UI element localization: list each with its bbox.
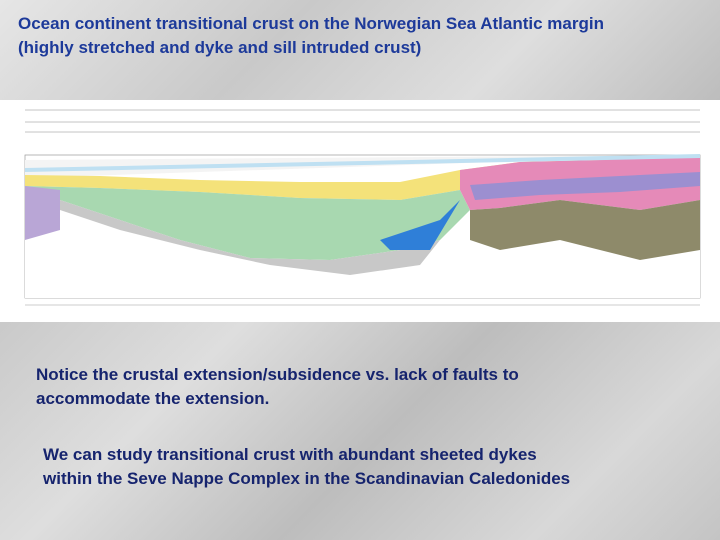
title-line: Ocean continent transitional crust on th… — [18, 14, 604, 33]
purple-layer — [470, 172, 700, 200]
note: Notice the crustal extension/subsidence … — [36, 363, 519, 411]
note-line: within the Seve Nappe Complex in the Sca… — [43, 469, 571, 488]
cross-section — [0, 100, 720, 322]
note-line: We can study transitional crust with abu… — [43, 445, 537, 464]
left-wedge — [25, 186, 60, 240]
note-line: Notice the crustal extension/subsidence … — [36, 365, 519, 384]
green-layer — [25, 186, 470, 260]
header-lines — [25, 109, 700, 133]
title: Ocean continent transitional crust on th… — [18, 12, 604, 60]
sea-layer — [25, 154, 700, 172]
olive-crust — [470, 200, 700, 260]
basement-gray — [60, 200, 440, 275]
note: We can study transitional crust with abu… — [43, 443, 570, 491]
title-line: (highly stretched and dyke and sill intr… — [18, 38, 422, 57]
note-line: accommodate the extension. — [36, 389, 270, 408]
intrusion-blue — [380, 200, 460, 250]
